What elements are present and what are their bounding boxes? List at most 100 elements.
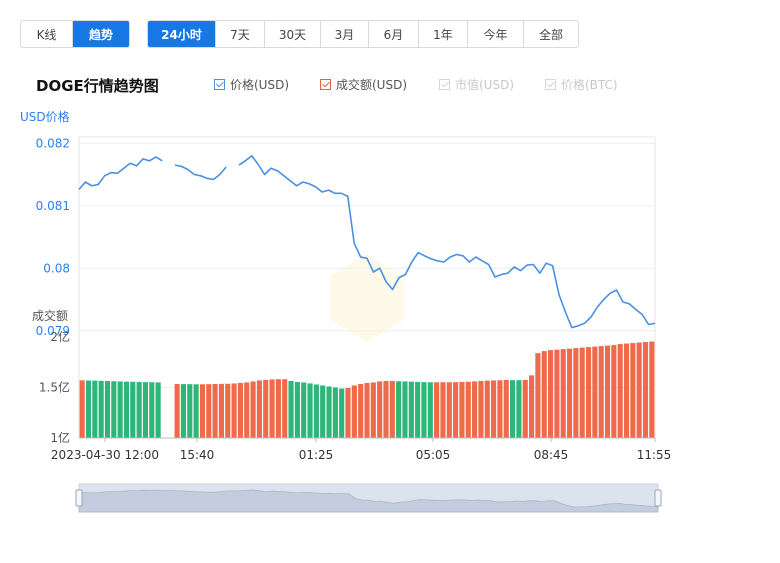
volume-bar xyxy=(585,347,592,438)
tab-3m[interactable]: 3月 xyxy=(321,21,369,47)
legend-label: 价格(BTC) xyxy=(561,78,618,92)
price-line xyxy=(78,155,656,329)
legend-label: 价格(USD) xyxy=(230,78,290,92)
volume-bar xyxy=(237,382,243,438)
tab-trend[interactable]: 趋势 xyxy=(73,21,129,47)
volume-bar xyxy=(117,381,123,438)
volume-axis-label: 成交额 xyxy=(32,309,69,323)
volume-bar xyxy=(263,379,269,438)
volume-bar xyxy=(472,381,478,438)
volume-bar xyxy=(642,342,649,438)
navigator-left-handle xyxy=(75,489,83,507)
volume-bar xyxy=(497,380,503,438)
navigator-series-area xyxy=(78,489,659,513)
volume-bar xyxy=(358,383,364,438)
volume-bar xyxy=(503,379,509,438)
volume-bar xyxy=(250,381,256,438)
volume-bar xyxy=(541,351,547,438)
tab-1y[interactable]: 1年 xyxy=(419,21,468,47)
checkbox-icon xyxy=(320,79,331,90)
x-tick-label: 2023-04-30 12:00 xyxy=(51,448,159,462)
x-tick-label: 05:05 xyxy=(416,448,451,462)
legend-marketcap-usd[interactable]: 市值(USD) xyxy=(439,76,514,93)
volume-bar xyxy=(560,349,566,438)
volume-bar xyxy=(623,343,630,438)
price-tick-label: 0.081 xyxy=(36,199,70,213)
volume-bar xyxy=(554,349,560,439)
volume-bar xyxy=(617,344,623,438)
legend-label: 成交额(USD) xyxy=(336,78,408,92)
volume-bar xyxy=(199,384,205,438)
legend-price-btc[interactable]: 价格(BTC) xyxy=(545,76,618,93)
volume-bar xyxy=(275,379,281,438)
volume-bar xyxy=(604,345,611,438)
watermark-logo xyxy=(330,254,404,342)
volume-tick-label: 2亿 xyxy=(50,329,70,344)
volume-bar xyxy=(649,341,655,438)
chart-title: DOGE行情趋势图 xyxy=(36,77,159,95)
volume-bar xyxy=(187,384,193,438)
legend-price-usd[interactable]: 价格(USD) xyxy=(214,76,289,93)
x-tick-label: 08:45 xyxy=(534,448,569,462)
tab-7d[interactable]: 7天 xyxy=(216,21,265,47)
volume-bar xyxy=(548,350,554,438)
volume-bar xyxy=(326,386,332,438)
x-tick-label: 15:40 xyxy=(180,448,215,462)
volume-bar xyxy=(180,384,186,438)
volume-bar xyxy=(573,348,579,438)
volume-bar xyxy=(478,380,484,438)
tab-24h[interactable]: 24小时 xyxy=(148,21,216,47)
tab-kline[interactable]: K线 xyxy=(21,21,73,47)
volume-bar xyxy=(440,382,446,438)
volume-bar xyxy=(218,383,224,438)
volume-bar xyxy=(529,375,535,438)
volume-bar xyxy=(383,380,389,438)
volume-bar xyxy=(535,353,541,438)
volume-bar xyxy=(256,380,262,438)
volume-bar xyxy=(459,381,465,438)
volume-bar xyxy=(85,380,92,438)
tab-6m[interactable]: 6月 xyxy=(369,21,419,47)
volume-bar xyxy=(244,382,250,438)
x-tick-label: 01:25 xyxy=(299,448,334,462)
time-range-tabs: 24小时 7天 30天 3月 6月 1年 今年 全部 xyxy=(147,20,579,48)
volume-bar xyxy=(510,380,516,438)
volume-bar xyxy=(421,382,427,438)
volume-bar xyxy=(155,382,161,438)
volume-bar xyxy=(446,382,452,438)
volume-tick-label: 1亿 xyxy=(50,430,70,445)
volume-bar xyxy=(465,381,471,438)
volume-bar xyxy=(282,379,288,438)
volume-bar xyxy=(415,381,421,438)
volume-bar xyxy=(98,380,104,438)
volume-tick-label: 1.5亿 xyxy=(39,380,70,395)
volume-bar xyxy=(351,385,357,438)
price-tick-label: 0.08 xyxy=(43,261,70,275)
volume-bar xyxy=(339,388,345,438)
volume-bar xyxy=(79,380,85,438)
tab-all[interactable]: 全部 xyxy=(538,27,563,42)
volume-bar xyxy=(408,381,414,438)
volume-bar xyxy=(434,382,440,438)
volume-bar xyxy=(136,381,142,438)
price-tick-label: 0.079 xyxy=(36,324,70,338)
volume-bar xyxy=(212,383,218,438)
watermark-hexagon xyxy=(330,254,404,342)
volume-bar xyxy=(630,343,636,438)
volume-bar xyxy=(193,384,199,438)
view-toggle: K线 趋势 xyxy=(20,20,130,48)
price-axis-unit: USD价格 xyxy=(20,110,70,124)
volume-bar xyxy=(427,382,433,438)
volume-bar xyxy=(396,381,402,438)
legend-volume-usd[interactable]: 成交额(USD) xyxy=(320,76,407,93)
x-tick-label: 11:55 xyxy=(637,448,672,462)
tab-30d[interactable]: 30天 xyxy=(265,21,321,47)
volume-bar xyxy=(320,385,326,438)
volume-bar xyxy=(269,379,275,438)
volume-bar xyxy=(522,379,528,438)
tab-ytd[interactable]: 今年 xyxy=(468,21,524,47)
legend-label: 市值(USD) xyxy=(455,78,515,92)
volume-bar xyxy=(142,382,149,438)
volume-bar xyxy=(123,381,130,438)
